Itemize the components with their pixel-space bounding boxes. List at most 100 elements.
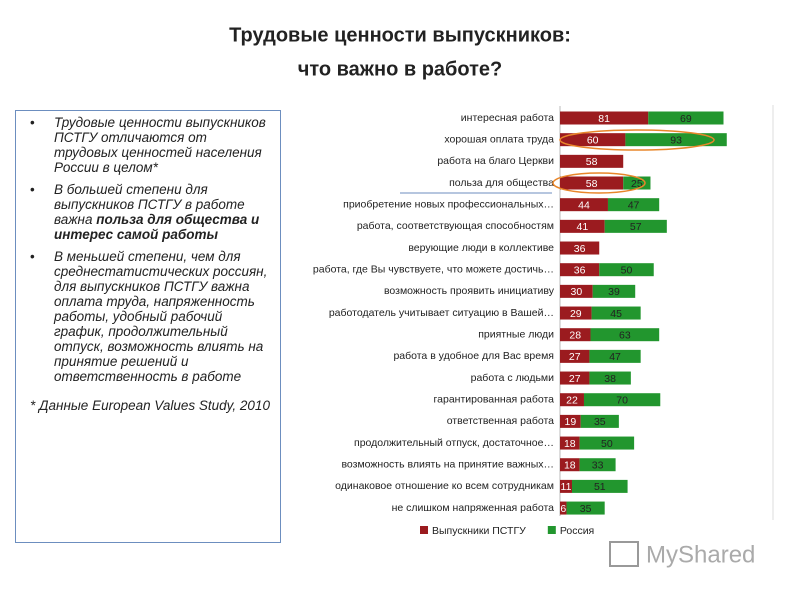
- bullet-text: В большей степени для выпускников ПСТГУ …: [54, 182, 245, 227]
- bar-segment: [566, 501, 605, 515]
- value-label: 18: [564, 460, 576, 472]
- value-label: 58: [586, 178, 598, 190]
- bar-segment: [560, 263, 600, 277]
- bar-segment: [560, 371, 590, 385]
- bullet: В большей степени для выпускников ПСТГУ …: [30, 182, 274, 242]
- bar-segment: [580, 414, 619, 428]
- value-label: 28: [569, 329, 581, 341]
- value-label: 29: [570, 308, 582, 320]
- value-label: 69: [680, 113, 692, 125]
- bar-segment: [583, 393, 661, 407]
- value-label: 36: [574, 243, 586, 255]
- value-label: 33: [592, 460, 604, 472]
- bar-segment: [560, 198, 608, 212]
- value-label: 70: [616, 394, 628, 406]
- value-label: 47: [609, 351, 621, 363]
- value-label: 81: [598, 113, 610, 125]
- bar-segment: [590, 328, 660, 342]
- value-label: 35: [594, 416, 606, 428]
- value-label: 57: [630, 221, 642, 233]
- category-label: работа на благо Церкви: [437, 155, 554, 167]
- category-label: приобретение новых профессиональных…: [343, 198, 554, 210]
- value-label: 19: [565, 416, 577, 428]
- bullet: В меньшей степени, чем для среднестатист…: [30, 249, 274, 384]
- value-label: 6: [560, 503, 566, 515]
- bar-segment: [560, 219, 605, 233]
- bar-segment: [560, 284, 593, 298]
- bar-segment: [579, 436, 635, 450]
- category-label: возможность влиять на принятие важных…: [341, 459, 554, 471]
- value-label: 27: [569, 351, 581, 363]
- bar-segment: [592, 284, 636, 298]
- category-label: верующие люди в коллективе: [408, 242, 554, 254]
- category-label: хорошая оплата труда: [444, 133, 554, 145]
- bar-segment: [591, 306, 641, 320]
- bar-segment: [589, 371, 631, 385]
- value-label: 22: [566, 394, 578, 406]
- value-label: 44: [578, 199, 590, 211]
- bar-segment: [560, 501, 567, 515]
- highlight: [552, 172, 646, 194]
- value-label: 35: [580, 503, 592, 515]
- bar-segment: [589, 349, 641, 363]
- value-label: 11: [561, 481, 572, 493]
- category-label: работодатель учитывает ситуацию в Вашей…: [329, 307, 554, 319]
- bar-segment: [560, 328, 591, 342]
- category-label: ответственная работа: [447, 415, 554, 427]
- category-label: возможность проявить инициативу: [384, 285, 555, 297]
- value-label: 25: [631, 178, 643, 190]
- bar-segment: [560, 306, 592, 320]
- category-label: работа, соответствующая способностям: [357, 220, 554, 232]
- bar-segment: [648, 111, 724, 125]
- bar-segment: [599, 263, 654, 277]
- value-label: 36: [574, 264, 586, 276]
- value-label: 41: [577, 221, 589, 233]
- bar-segment: [571, 479, 628, 493]
- value-label: 39: [608, 286, 620, 298]
- category-label: польза для общества: [449, 177, 554, 189]
- value-label: 60: [587, 134, 599, 146]
- category-label: приятные люди: [478, 328, 554, 340]
- category-label: одинаковое отношение ко всем сотрудникам: [335, 480, 554, 492]
- value-label: 63: [619, 329, 631, 341]
- bar-segment: [579, 458, 616, 472]
- bar-segment: [604, 219, 667, 233]
- bar-segment: [560, 241, 600, 255]
- value-label: 58: [586, 156, 598, 168]
- category-label: работа в удобное для Вас время: [393, 350, 554, 362]
- bar-segment: [560, 111, 649, 125]
- category-label: работа, где Вы чувствуете, что можете до…: [313, 263, 554, 275]
- legend-swatch: [420, 526, 428, 534]
- bar-segment: [560, 414, 581, 428]
- legend-label: Россия: [560, 525, 594, 537]
- value-label: 51: [594, 481, 606, 493]
- bullet-text: В меньшей степени, чем для среднестатист…: [54, 249, 268, 384]
- bullet: Трудовые ценности выпускников ПСТГУ отли…: [30, 115, 274, 175]
- legend-label: Выпускники ПСТГУ: [432, 525, 526, 537]
- title-line: Трудовые ценности выпускников:: [229, 24, 571, 46]
- category-label: работа с людьми: [471, 372, 555, 384]
- category-label: гарантированная работа: [434, 393, 555, 405]
- bar-segment: [560, 176, 624, 190]
- title-line: что важно в работе?: [298, 58, 503, 80]
- value-label: 47: [628, 199, 640, 211]
- value-label: 18: [564, 438, 576, 450]
- bar-segment: [560, 349, 590, 363]
- value-label: 50: [601, 438, 613, 450]
- category-label: интересная работа: [461, 112, 554, 124]
- bar-segment: [560, 436, 580, 450]
- chart: интересная работа 81 69 хорошая оплата труд…: [313, 106, 727, 537]
- bar-segment: [560, 154, 624, 168]
- legend-swatch: [547, 526, 556, 534]
- text-box: Трудовые ценности выпускников ПСТГУ отли…: [15, 110, 281, 543]
- bar-segment: [625, 133, 727, 147]
- footnote: * Данные European Values Study, 2010: [30, 398, 270, 413]
- category-label: продолжительный отпуск, достаточное…: [354, 437, 554, 449]
- bullet-text: Трудовые ценности выпускников ПСТГУ отли…: [54, 115, 266, 175]
- value-label: 45: [610, 308, 622, 320]
- category-label: не слишком напряженная работа: [392, 502, 555, 514]
- bar-segment: [560, 393, 584, 407]
- value-label: 38: [604, 373, 616, 385]
- highlight: [559, 129, 715, 151]
